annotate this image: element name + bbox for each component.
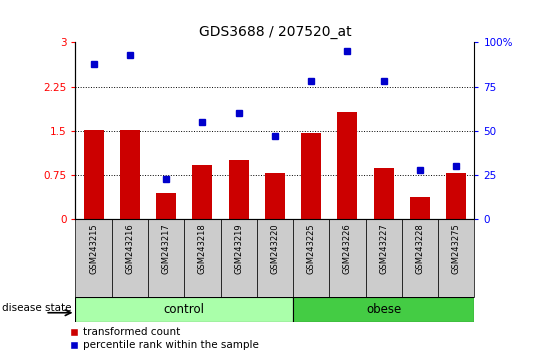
Text: GSM243217: GSM243217 bbox=[162, 223, 171, 274]
Text: GSM243220: GSM243220 bbox=[271, 223, 279, 274]
Text: GSM243228: GSM243228 bbox=[416, 223, 424, 274]
Bar bbox=[374, 167, 393, 219]
Bar bbox=[257, 219, 293, 297]
Bar bbox=[301, 133, 321, 219]
Bar bbox=[446, 173, 466, 219]
Text: GSM243218: GSM243218 bbox=[198, 223, 207, 274]
Bar bbox=[337, 112, 357, 219]
Text: GSM243275: GSM243275 bbox=[452, 223, 461, 274]
Bar bbox=[75, 297, 293, 322]
Bar bbox=[438, 219, 474, 297]
Bar bbox=[184, 219, 220, 297]
Title: GDS3688 / 207520_at: GDS3688 / 207520_at bbox=[198, 25, 351, 39]
Legend: transformed count, percentile rank within the sample: transformed count, percentile rank withi… bbox=[70, 327, 259, 350]
Bar bbox=[410, 197, 430, 219]
Text: GSM243216: GSM243216 bbox=[126, 223, 134, 274]
Bar bbox=[265, 173, 285, 219]
Bar bbox=[229, 160, 248, 219]
Bar bbox=[120, 130, 140, 219]
Bar bbox=[293, 219, 329, 297]
Bar bbox=[192, 165, 212, 219]
Text: GSM243225: GSM243225 bbox=[307, 223, 316, 274]
Text: obese: obese bbox=[366, 303, 402, 316]
Bar bbox=[402, 219, 438, 297]
Bar bbox=[148, 219, 184, 297]
Text: disease state: disease state bbox=[2, 303, 71, 313]
Bar bbox=[365, 219, 402, 297]
Bar bbox=[220, 219, 257, 297]
Text: GSM243219: GSM243219 bbox=[234, 223, 243, 274]
Bar bbox=[84, 130, 103, 219]
Bar bbox=[293, 297, 474, 322]
Bar bbox=[75, 219, 112, 297]
Text: GSM243226: GSM243226 bbox=[343, 223, 352, 274]
Text: control: control bbox=[164, 303, 205, 316]
Bar bbox=[329, 219, 365, 297]
Bar bbox=[112, 219, 148, 297]
Text: GSM243227: GSM243227 bbox=[379, 223, 388, 274]
Text: GSM243215: GSM243215 bbox=[89, 223, 98, 274]
Bar bbox=[156, 193, 176, 219]
